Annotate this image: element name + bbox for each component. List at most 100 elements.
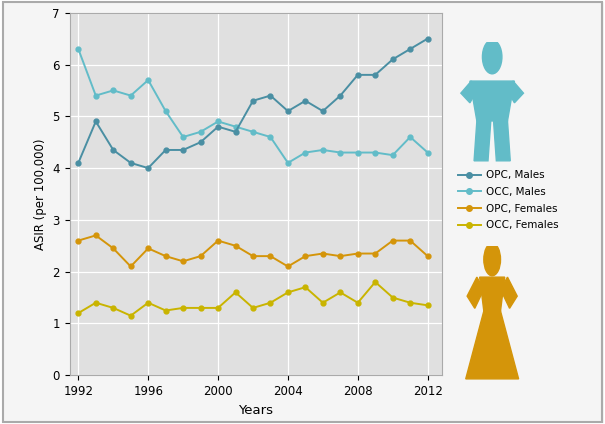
OCC, Females (92, 300, 99, 305)
OPC, Males (319, 109, 327, 114)
OCC, Males (284, 160, 292, 165)
OPC, Females (162, 254, 169, 259)
OCC, Females (232, 290, 239, 295)
OPC, Males (92, 119, 99, 124)
OCC, Females (145, 300, 152, 305)
OPC, Females (145, 246, 152, 251)
OCC, Males (162, 109, 169, 114)
OCC, Males (424, 150, 431, 155)
OCC, Females (319, 300, 327, 305)
OCC, Females (110, 305, 117, 310)
Line: OCC, Males: OCC, Males (76, 47, 430, 165)
OCC, Females (337, 290, 344, 295)
OPC, Males (232, 129, 239, 134)
OCC, Males (110, 88, 117, 93)
OCC, Females (249, 305, 257, 310)
OPC, Females (74, 238, 82, 243)
OCC, Females (371, 279, 379, 285)
OCC, Males (354, 150, 361, 155)
OPC, Males (407, 47, 414, 52)
OPC, Males (74, 160, 82, 165)
OCC, Males (197, 129, 204, 134)
OCC, Males (214, 119, 221, 124)
OCC, Females (180, 305, 187, 310)
Polygon shape (470, 81, 514, 121)
OPC, Males (197, 139, 204, 145)
OCC, Females (267, 300, 274, 305)
OCC, Males (180, 134, 187, 139)
Polygon shape (494, 121, 510, 161)
OPC, Males (214, 124, 221, 129)
OCC, Females (407, 300, 414, 305)
OCC, Females (162, 308, 169, 313)
OPC, Females (232, 243, 239, 248)
Y-axis label: ASIR (per 100,000): ASIR (per 100,000) (34, 138, 47, 250)
OCC, Males (145, 78, 152, 83)
OCC, Males (92, 93, 99, 98)
OCC, Males (267, 134, 274, 139)
OCC, Females (214, 305, 221, 310)
OPC, Females (407, 238, 414, 243)
Legend: OPC, Males, OCC, Males, OPC, Females, OCC, Females: OPC, Males, OCC, Males, OPC, Females, OC… (458, 170, 559, 231)
Polygon shape (474, 121, 491, 161)
OCC, Females (424, 303, 431, 308)
OCC, Females (284, 290, 292, 295)
OPC, Females (249, 254, 257, 259)
OPC, Males (180, 148, 187, 153)
OPC, Females (337, 254, 344, 259)
OPC, Females (389, 238, 396, 243)
OPC, Males (162, 148, 169, 153)
OPC, Females (110, 246, 117, 251)
OPC, Females (127, 264, 134, 269)
OPC, Males (424, 36, 431, 41)
OPC, Females (319, 251, 327, 256)
OPC, Females (180, 259, 187, 264)
OPC, Males (371, 73, 379, 78)
X-axis label: Years: Years (238, 404, 273, 416)
Polygon shape (467, 277, 484, 308)
OPC, Females (371, 251, 379, 256)
OCC, Males (319, 148, 327, 153)
OPC, Males (145, 165, 152, 170)
Line: OPC, Females: OPC, Females (76, 233, 430, 269)
Line: OPC, Males: OPC, Males (76, 36, 430, 170)
OCC, Females (197, 305, 204, 310)
Line: OCC, Females: OCC, Females (76, 279, 430, 318)
OPC, Females (197, 254, 204, 259)
Polygon shape (500, 277, 517, 308)
OPC, Males (267, 93, 274, 98)
Polygon shape (466, 311, 518, 379)
OCC, Males (389, 153, 396, 158)
OPC, Females (267, 254, 274, 259)
Circle shape (482, 40, 502, 74)
OCC, Females (354, 300, 361, 305)
OPC, Males (249, 98, 257, 103)
OCC, Males (127, 93, 134, 98)
OPC, Males (284, 109, 292, 114)
OPC, Males (127, 160, 134, 165)
OCC, Females (389, 295, 396, 300)
Polygon shape (508, 81, 523, 103)
OPC, Males (110, 148, 117, 153)
OCC, Males (232, 124, 239, 129)
OPC, Females (354, 251, 361, 256)
OCC, Females (127, 313, 134, 318)
OPC, Females (424, 254, 431, 259)
OPC, Males (302, 98, 309, 103)
OCC, Males (407, 134, 414, 139)
Polygon shape (480, 277, 505, 311)
OCC, Females (302, 285, 309, 290)
Circle shape (484, 243, 500, 276)
OPC, Males (337, 93, 344, 98)
OPC, Females (214, 238, 221, 243)
OCC, Males (337, 150, 344, 155)
OPC, Females (92, 233, 99, 238)
OCC, Females (74, 310, 82, 315)
OPC, Males (354, 73, 361, 78)
OPC, Males (389, 57, 396, 62)
OCC, Males (302, 150, 309, 155)
OCC, Males (74, 47, 82, 52)
OCC, Males (249, 129, 257, 134)
OPC, Females (302, 254, 309, 259)
Polygon shape (461, 81, 477, 103)
